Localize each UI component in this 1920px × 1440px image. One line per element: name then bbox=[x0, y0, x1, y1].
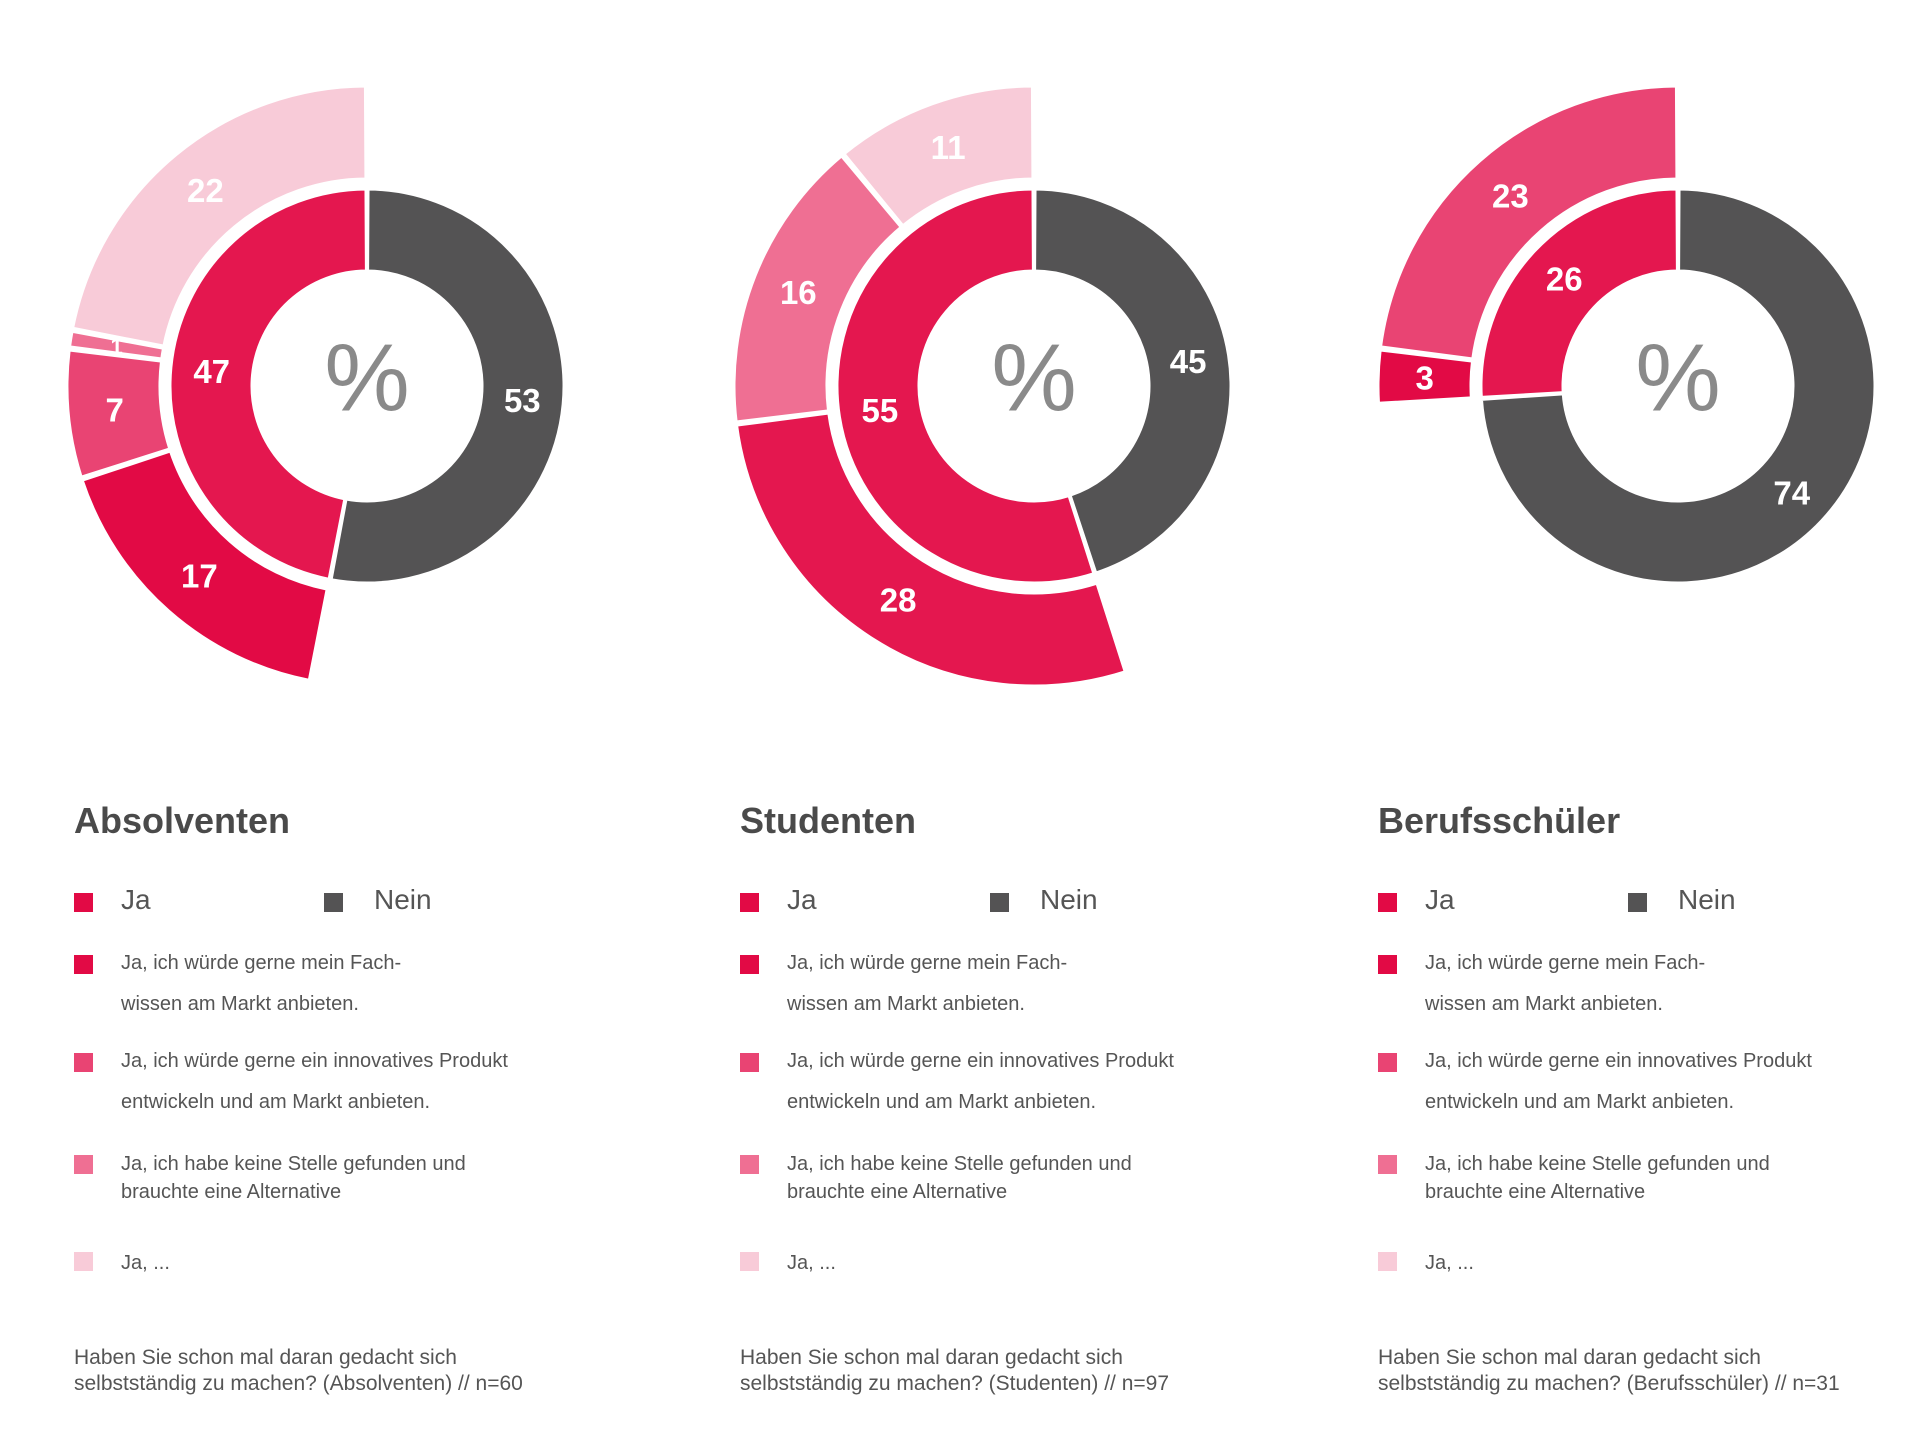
outer-slice-label: 28 bbox=[880, 582, 917, 619]
outer-slice-label: 3 bbox=[1415, 360, 1433, 397]
outer-slice-label: 11 bbox=[931, 129, 966, 166]
legend-label-ja: Ja bbox=[121, 884, 151, 915]
legend-label-nein: Nein bbox=[1678, 884, 1736, 915]
outer-slice-ja-ich-habe-keine-stelle bbox=[732, 153, 904, 424]
legend-label-innovativ: Ja, ich würde gerne ein innovatives Prod… bbox=[1425, 1050, 1812, 1113]
outer-slice-label: 7 bbox=[105, 391, 123, 428]
legend-label-fachwissen: Ja, ich würde gerne mein Fach- wissen am… bbox=[1425, 952, 1706, 1015]
inner-slice-label: 55 bbox=[862, 392, 899, 429]
legend-label-ja-sonstiges: Ja, ... bbox=[121, 1252, 170, 1274]
center-percent-symbol: % bbox=[991, 325, 1076, 432]
inner-slice-nein bbox=[1033, 187, 1233, 575]
legend-swatch-fachwissen bbox=[740, 955, 759, 974]
legend-swatch-innovativ bbox=[74, 1053, 93, 1072]
inner-slice-label: 47 bbox=[193, 353, 230, 390]
outer-slice-label: 16 bbox=[780, 274, 817, 311]
legend-swatch-fachwissen bbox=[1378, 955, 1397, 974]
chart-caption: Haben Sie schon mal daran gedacht sich s… bbox=[1378, 1346, 1840, 1395]
legend-label-nein: Nein bbox=[374, 884, 432, 915]
legend-label-ja: Ja bbox=[1425, 884, 1455, 915]
outer-slice-ja-ich-w-rde-gerne-ein-i bbox=[65, 348, 172, 480]
chart-caption: Haben Sie schon mal daran gedacht sich s… bbox=[74, 1346, 523, 1395]
inner-slice-ja bbox=[835, 187, 1096, 585]
legend-swatch-ja bbox=[1378, 893, 1397, 912]
inner-slice-ja bbox=[1479, 187, 1679, 399]
legend-swatch-keine-stelle bbox=[74, 1155, 93, 1174]
legend-swatch-innovativ bbox=[740, 1053, 759, 1072]
legend-swatch-nein bbox=[324, 893, 343, 912]
legend-swatch-ja bbox=[74, 893, 93, 912]
legend-label-ja-sonstiges: Ja, ... bbox=[1425, 1252, 1474, 1274]
legend-swatch-ja bbox=[740, 893, 759, 912]
outer-slice-ja-ich-w-rde-gerne-mein- bbox=[80, 449, 329, 683]
legend-swatch-nein bbox=[990, 893, 1009, 912]
panel-absolventen: Absolventen Ja Nein Ja, ich würde gerne … bbox=[74, 800, 694, 1400]
outer-slice-ja-ich-w-rde-gerne-ein-i bbox=[1378, 84, 1679, 361]
legend-swatch-innovativ bbox=[1378, 1053, 1397, 1072]
legend-swatch-ja-sonstiges bbox=[74, 1252, 93, 1271]
inner-slice-nein bbox=[329, 187, 566, 585]
legend-label-innovativ: Ja, ich würde gerne ein innovatives Prod… bbox=[787, 1050, 1174, 1113]
inner-slice-label: 45 bbox=[1170, 343, 1207, 380]
chart-caption: Haben Sie schon mal daran gedacht sich s… bbox=[740, 1346, 1170, 1395]
inner-slice-label: 53 bbox=[504, 382, 541, 419]
panel-title: Berufsschüler bbox=[1378, 800, 1621, 841]
panel-berufsschueler: Berufsschüler Ja Nein Ja, ich würde gern… bbox=[1378, 800, 1920, 1400]
legend-label-ja: Ja bbox=[787, 884, 817, 915]
legend-swatch-ja-sonstiges bbox=[1378, 1252, 1397, 1271]
legend-label-fachwissen: Ja, ich würde gerne mein Fach- wissen am… bbox=[121, 952, 402, 1015]
outer-slice-label: 1 bbox=[110, 334, 122, 359]
outer-slice-ja bbox=[841, 84, 1035, 228]
panel-title: Studenten bbox=[740, 800, 916, 841]
charts-area: 53 47 17 7 1 22% 45 55 28 16 11% 74 26 3 23% bbox=[65, 84, 1877, 688]
inner-slice-label: 26 bbox=[1546, 261, 1583, 298]
center-percent-symbol: % bbox=[324, 325, 409, 432]
inner-slice-ja bbox=[168, 187, 368, 582]
legend-label-innovativ: Ja, ich würde gerne ein innovatives Prod… bbox=[121, 1050, 508, 1113]
outer-slice-ja-ich-habe-keine-stelle bbox=[67, 329, 166, 361]
outer-slice-label: 23 bbox=[1492, 177, 1529, 214]
legend-swatch-nein bbox=[1628, 893, 1647, 912]
legend-label-keine-stelle: Ja, ich habe keine Stelle gefunden und b… bbox=[121, 1153, 466, 1203]
legend-swatch-fachwissen bbox=[74, 955, 93, 974]
legend-label-fachwissen: Ja, ich würde gerne mein Fach- wissen am… bbox=[787, 952, 1068, 1015]
legend-label-keine-stelle: Ja, ich habe keine Stelle gefunden und b… bbox=[1425, 1153, 1770, 1203]
legend-swatch-keine-stelle bbox=[740, 1155, 759, 1174]
legend-label-keine-stelle: Ja, ich habe keine Stelle gefunden und b… bbox=[787, 1153, 1132, 1203]
panel-title: Absolventen bbox=[74, 800, 291, 841]
center-percent-symbol: % bbox=[1635, 325, 1720, 432]
outer-slice-label: 22 bbox=[187, 172, 224, 209]
inner-slice-label: 74 bbox=[1773, 474, 1810, 511]
outer-slice-label: 17 bbox=[181, 558, 218, 595]
outer-slice-ja-ich-w-rde-gerne-mein- bbox=[734, 411, 1128, 688]
legend-label-nein: Nein bbox=[1040, 884, 1098, 915]
legend-swatch-keine-stelle bbox=[1378, 1155, 1397, 1174]
inner-slice-nein bbox=[1479, 187, 1877, 585]
legend-swatch-ja-sonstiges bbox=[740, 1252, 759, 1271]
outer-slice-ja-ich-w-rde-gerne-mein- bbox=[1376, 348, 1475, 405]
legend-label-ja-sonstiges: Ja, ... bbox=[787, 1252, 836, 1274]
outer-slice-ja bbox=[70, 84, 368, 348]
panel-studenten: Studenten Ja Nein Ja, ich würde gerne me… bbox=[740, 800, 1360, 1400]
